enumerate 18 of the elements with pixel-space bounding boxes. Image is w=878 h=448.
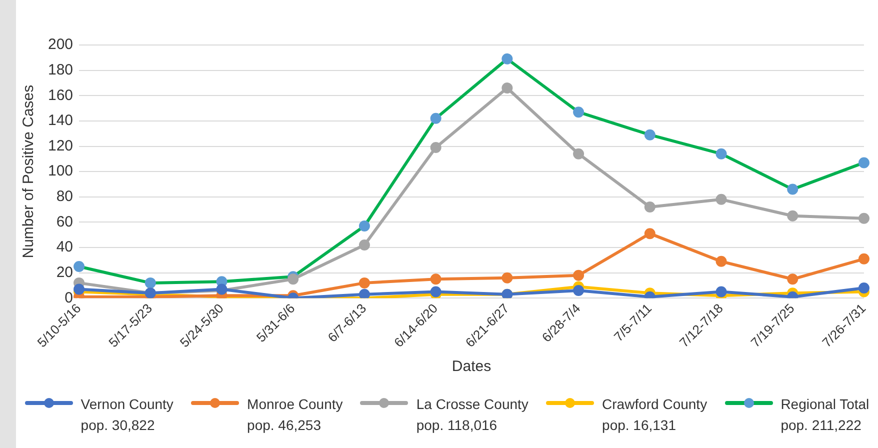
legend-label: Crawford County pop. 16,131 [602,395,708,435]
y-tick-label: 160 [48,86,74,104]
y-tick-label: 20 [56,264,74,281]
y-tick-label: 0 [64,289,74,306]
y-tick-label: 120 [48,137,74,154]
x-axis-title: Dates [452,358,492,376]
y-tick-label: 180 [48,61,74,78]
legend-label: Vernon County pop. 30,822 [80,395,174,435]
legend-label: La Crosse County pop. 118,016 [416,395,528,435]
y-tick-label: 60 [56,213,74,230]
legend-label: Monroe County pop. 46,253 [247,395,343,435]
y-tick-label: 80 [56,188,74,206]
y-tick-label: 40 [56,238,74,256]
y-tick-label: 200 [48,36,74,54]
legend-label: Regional Total pop. 211,222 [780,395,870,435]
y-tick-label: 100 [48,162,74,180]
y-tick-label: 140 [48,112,74,130]
y-axis-title: Number of Positive Cases [20,84,38,258]
